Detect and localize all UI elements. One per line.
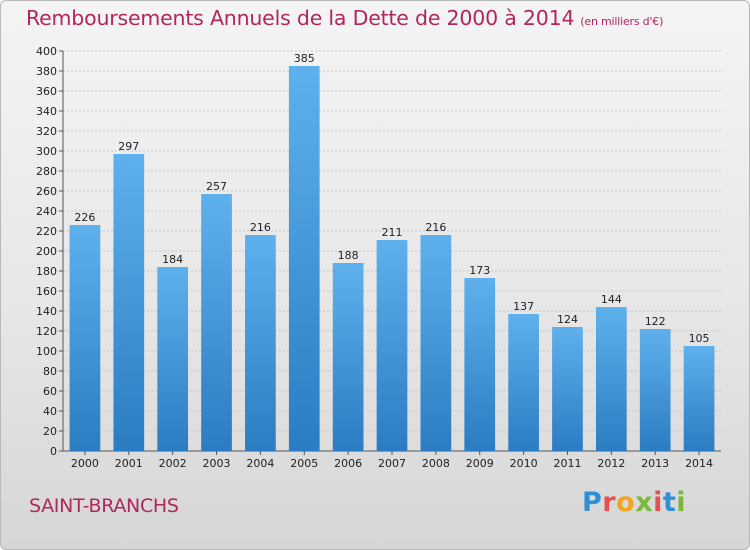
y-tick-label: 280: [36, 165, 57, 178]
bar: [201, 194, 232, 451]
y-tick-label: 20: [43, 425, 57, 438]
bar-value-label: 257: [206, 180, 227, 193]
x-tick-label: 2003: [203, 457, 231, 470]
bar: [376, 240, 408, 451]
y-tick-label: 120: [36, 325, 57, 338]
x-tick-label: 2009: [466, 457, 494, 470]
bar: [157, 267, 189, 451]
bar-value-label: 144: [601, 293, 622, 306]
y-tick-label: 80: [43, 365, 57, 378]
logo-letter-3: o: [616, 487, 636, 518]
bar-value-label: 184: [162, 253, 183, 266]
x-tick-label: 2014: [685, 457, 713, 470]
bar: [69, 225, 101, 451]
commune-name: SAINT-BRANCHS: [29, 495, 179, 517]
bar: [683, 346, 715, 451]
logo-letter-7: i: [676, 487, 687, 518]
x-tick-label: 2006: [334, 457, 362, 470]
bar-value-label: 297: [118, 140, 139, 153]
y-tick-label: 340: [36, 105, 57, 118]
bar-value-label: 226: [74, 211, 95, 224]
bar: [245, 235, 276, 451]
y-tick-label: 300: [36, 145, 57, 158]
x-tick-label: 2008: [422, 457, 450, 470]
bar: [595, 307, 627, 451]
bar-value-label: 216: [425, 221, 446, 234]
logo-letter-1: P: [582, 487, 603, 518]
y-tick-label: 40: [43, 405, 57, 418]
chart-title: Remboursements Annuels de la Dette de 20…: [26, 6, 663, 30]
y-tick-label: 0: [50, 445, 57, 458]
bar: [420, 235, 452, 451]
y-tick-label: 160: [36, 285, 57, 298]
bar: [508, 314, 539, 451]
y-tick-label: 180: [36, 265, 57, 278]
bar-value-label: 385: [294, 52, 315, 65]
bar: [552, 327, 583, 451]
x-tick-label: 2004: [246, 457, 274, 470]
title-main: Remboursements Annuels de la Dette de 20…: [26, 6, 575, 30]
x-tick-label: 2000: [71, 457, 99, 470]
logo-letter-2: r: [602, 487, 617, 518]
y-tick-label: 400: [36, 45, 57, 58]
bar: [464, 278, 496, 451]
bar-value-label: 124: [557, 313, 578, 326]
bar-value-label: 173: [469, 264, 490, 277]
x-tick-label: 2002: [159, 457, 187, 470]
x-tick-label: 2011: [553, 457, 581, 470]
y-tick-label: 220: [36, 225, 57, 238]
bar-value-label: 211: [382, 226, 403, 239]
y-tick-label: 60: [43, 385, 57, 398]
y-tick-label: 380: [36, 65, 57, 78]
x-tick-label: 2013: [641, 457, 669, 470]
bar: [113, 154, 145, 451]
y-tick-label: 100: [36, 345, 57, 358]
y-tick-label: 140: [36, 305, 57, 318]
bar-value-label: 137: [513, 300, 534, 313]
proxiti-logo: Proxiti: [582, 487, 686, 518]
y-tick-label: 360: [36, 85, 57, 98]
title-unit: (en milliers d'€): [580, 15, 664, 28]
x-tick-label: 2001: [115, 457, 143, 470]
bar-value-label: 188: [338, 249, 359, 262]
x-tick-label: 2007: [378, 457, 406, 470]
x-tick-label: 2012: [597, 457, 625, 470]
y-tick-label: 240: [36, 205, 57, 218]
bar: [288, 66, 320, 451]
bar: [639, 329, 671, 451]
bar-value-label: 105: [689, 332, 710, 345]
bar-value-label: 122: [645, 315, 666, 328]
y-tick-label: 260: [36, 185, 57, 198]
y-tick-label: 320: [36, 125, 57, 138]
x-tick-label: 2010: [510, 457, 538, 470]
bar: [332, 263, 364, 451]
bar-value-label: 216: [250, 221, 271, 234]
y-tick-label: 200: [36, 245, 57, 258]
logo-letter-6: t: [662, 487, 677, 518]
logo-letter-5: i: [653, 487, 663, 518]
logo-letter-4: x: [635, 487, 654, 518]
x-tick-label: 2005: [290, 457, 318, 470]
